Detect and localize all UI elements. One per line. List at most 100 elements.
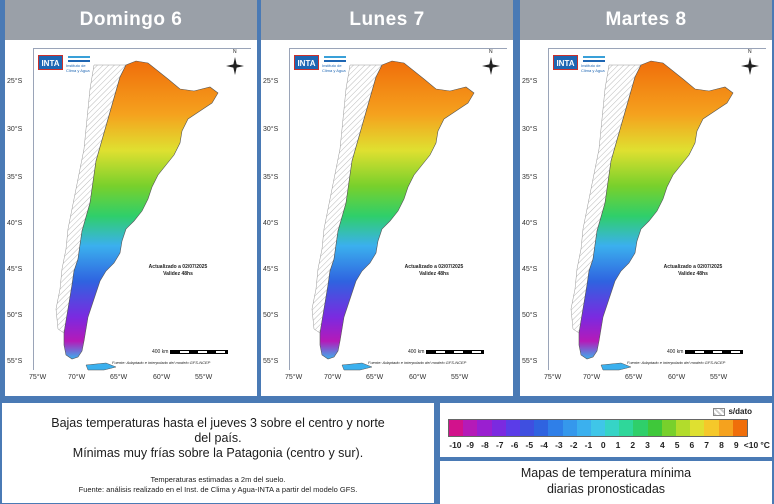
lat-label: 35°S bbox=[7, 174, 23, 181]
lat-label: 35°S bbox=[263, 174, 279, 181]
legend-value-label: 4 bbox=[659, 440, 665, 450]
legend-swatch bbox=[732, 420, 747, 436]
panel-title: Lunes 7 bbox=[261, 0, 513, 40]
legend-swatch bbox=[605, 420, 620, 436]
compass-north-label: N bbox=[233, 49, 237, 55]
caption-line: Mapas de temperatura mínima bbox=[520, 466, 692, 480]
legend-swatch bbox=[449, 420, 464, 436]
legend-value-label: -1 bbox=[584, 440, 593, 450]
update-date: Actualizado a 02/07/2025 bbox=[148, 264, 208, 270]
legend-swatch bbox=[676, 420, 691, 436]
lon-label: 55°W bbox=[195, 374, 213, 381]
lat-label: 30°S bbox=[522, 126, 538, 133]
map-source-note: Fuente: Adaptado e interpolado del model… bbox=[112, 360, 211, 365]
legend-swatch bbox=[576, 420, 591, 436]
info-line: del país. bbox=[194, 431, 242, 445]
inta-logo: INTA bbox=[294, 55, 319, 70]
legend-value-label: -10 bbox=[449, 440, 462, 450]
map-area: INTA Instituto de Clima y Agua N Actualizad… bbox=[261, 40, 513, 396]
lat-label: 35°S bbox=[522, 174, 538, 181]
lon-label: 60°W bbox=[409, 374, 427, 381]
lon-label: 60°W bbox=[153, 374, 171, 381]
lon-label: 70°W bbox=[68, 374, 86, 381]
update-stamp: Actualizado a 02/07/2025 Validez 48hs bbox=[142, 264, 214, 278]
info-line: Bajas temperaturas hasta el jueves 3 sob… bbox=[51, 416, 385, 430]
lon-label: 55°W bbox=[451, 374, 469, 381]
lat-label: 55°S bbox=[7, 358, 23, 365]
temperature-map: INTA Instituto de Clima y Agua N Actualizad… bbox=[33, 48, 252, 371]
legend-value-label: 5 bbox=[674, 440, 680, 450]
lon-label: 65°W bbox=[625, 374, 643, 381]
update-stamp: Actualizado a 02/07/2025 Validez 48hs bbox=[657, 264, 729, 278]
compass-rose-icon: N bbox=[480, 49, 502, 77]
map-svg bbox=[549, 49, 767, 371]
lat-label: 30°S bbox=[263, 126, 279, 133]
map-panel-lunes: Lunes 7 INTA Instituto de Clima y Agua N Ac… bbox=[261, 0, 513, 396]
map-panel-domingo: Domingo 6 INTA Instituto de Clima y Agua N… bbox=[5, 0, 257, 396]
lat-label: 50°S bbox=[522, 312, 538, 319]
validity-label: Validez 48hs bbox=[419, 271, 449, 277]
legend-value-label: 1 bbox=[615, 440, 621, 450]
lat-label: 45°S bbox=[263, 266, 279, 273]
legend-value-label: -2 bbox=[569, 440, 578, 450]
map-svg bbox=[290, 49, 508, 371]
compass-north-label: N bbox=[489, 49, 493, 55]
inta-logo: INTA bbox=[38, 55, 63, 70]
institute-name: Instituto de Clima y Agua bbox=[322, 63, 346, 73]
institute-logo: Instituto de Clima y Agua bbox=[581, 55, 611, 73]
legend-swatch bbox=[477, 420, 492, 436]
update-date: Actualizado a 02/07/2025 bbox=[404, 264, 464, 270]
lat-label: 40°S bbox=[263, 220, 279, 227]
info-headline: Bajas temperaturas hasta el jueves 3 sob… bbox=[2, 403, 434, 461]
scale-bar: 400 km bbox=[408, 349, 485, 355]
lat-label: 55°S bbox=[263, 358, 279, 365]
info-box: Bajas temperaturas hasta el jueves 3 sob… bbox=[2, 403, 434, 503]
legend-swatch bbox=[548, 420, 563, 436]
lat-label: 30°S bbox=[7, 126, 23, 133]
legend-value-label: -5 bbox=[525, 440, 534, 450]
lon-label: 70°W bbox=[583, 374, 601, 381]
legend-swatch bbox=[562, 420, 577, 436]
legend-value-label: 9 bbox=[733, 440, 739, 450]
scale-bar: 400 km bbox=[667, 349, 744, 355]
update-stamp: Actualizado a 02/07/2025 Validez 48hs bbox=[398, 264, 470, 278]
legend-swatch bbox=[619, 420, 634, 436]
lat-label: 25°S bbox=[263, 78, 279, 85]
legend-value-label: -4 bbox=[540, 440, 548, 450]
scale-bar: 400 km bbox=[152, 349, 229, 355]
lon-label: 65°W bbox=[110, 374, 128, 381]
map-area: INTA Instituto de Clima y Agua N Actualizad… bbox=[520, 40, 772, 396]
scale-bar-graphic bbox=[170, 350, 229, 354]
compass-rose-icon: N bbox=[224, 49, 246, 77]
scale-label: 400 km bbox=[152, 349, 169, 355]
lat-label: 50°S bbox=[263, 312, 279, 319]
lat-label: 50°S bbox=[7, 312, 23, 319]
lon-label: 75°W bbox=[29, 374, 47, 381]
legend-swatch bbox=[505, 420, 520, 436]
lon-label: 75°W bbox=[544, 374, 562, 381]
legend-value-label: -7 bbox=[495, 440, 504, 450]
legend-value-label: <10 bbox=[743, 440, 759, 450]
lat-label: 45°S bbox=[522, 266, 538, 273]
lat-label: 25°S bbox=[7, 78, 23, 85]
map-panel-martes: Martes 8 INTA Instituto de Clima y Agua N A… bbox=[520, 0, 772, 396]
legend-value-label: 7 bbox=[704, 440, 710, 450]
no-data-label: s/dato bbox=[728, 407, 752, 416]
legend-value-label: 8 bbox=[719, 440, 724, 450]
lon-label: 70°W bbox=[324, 374, 342, 381]
legend-color-bar bbox=[448, 419, 748, 437]
validity-label: Validez 48hs bbox=[678, 271, 708, 277]
footnote-line: Fuente: análisis realizado en el Inst. d… bbox=[78, 485, 358, 494]
validity-label: Validez 48hs bbox=[163, 271, 193, 277]
legend-swatch bbox=[633, 420, 648, 436]
legend-swatch bbox=[704, 420, 719, 436]
legend-swatch bbox=[647, 420, 662, 436]
water-waves-icon bbox=[324, 56, 346, 62]
legend-swatch bbox=[534, 420, 549, 436]
legend-value-label: -9 bbox=[466, 440, 474, 450]
legend-swatch bbox=[519, 420, 535, 436]
info-line: Mínimas muy frías sobre la Patagonia (ce… bbox=[72, 446, 364, 460]
no-data-key: s/dato bbox=[713, 407, 752, 416]
water-waves-icon bbox=[68, 56, 90, 62]
argentina-temperature-field bbox=[63, 60, 219, 360]
